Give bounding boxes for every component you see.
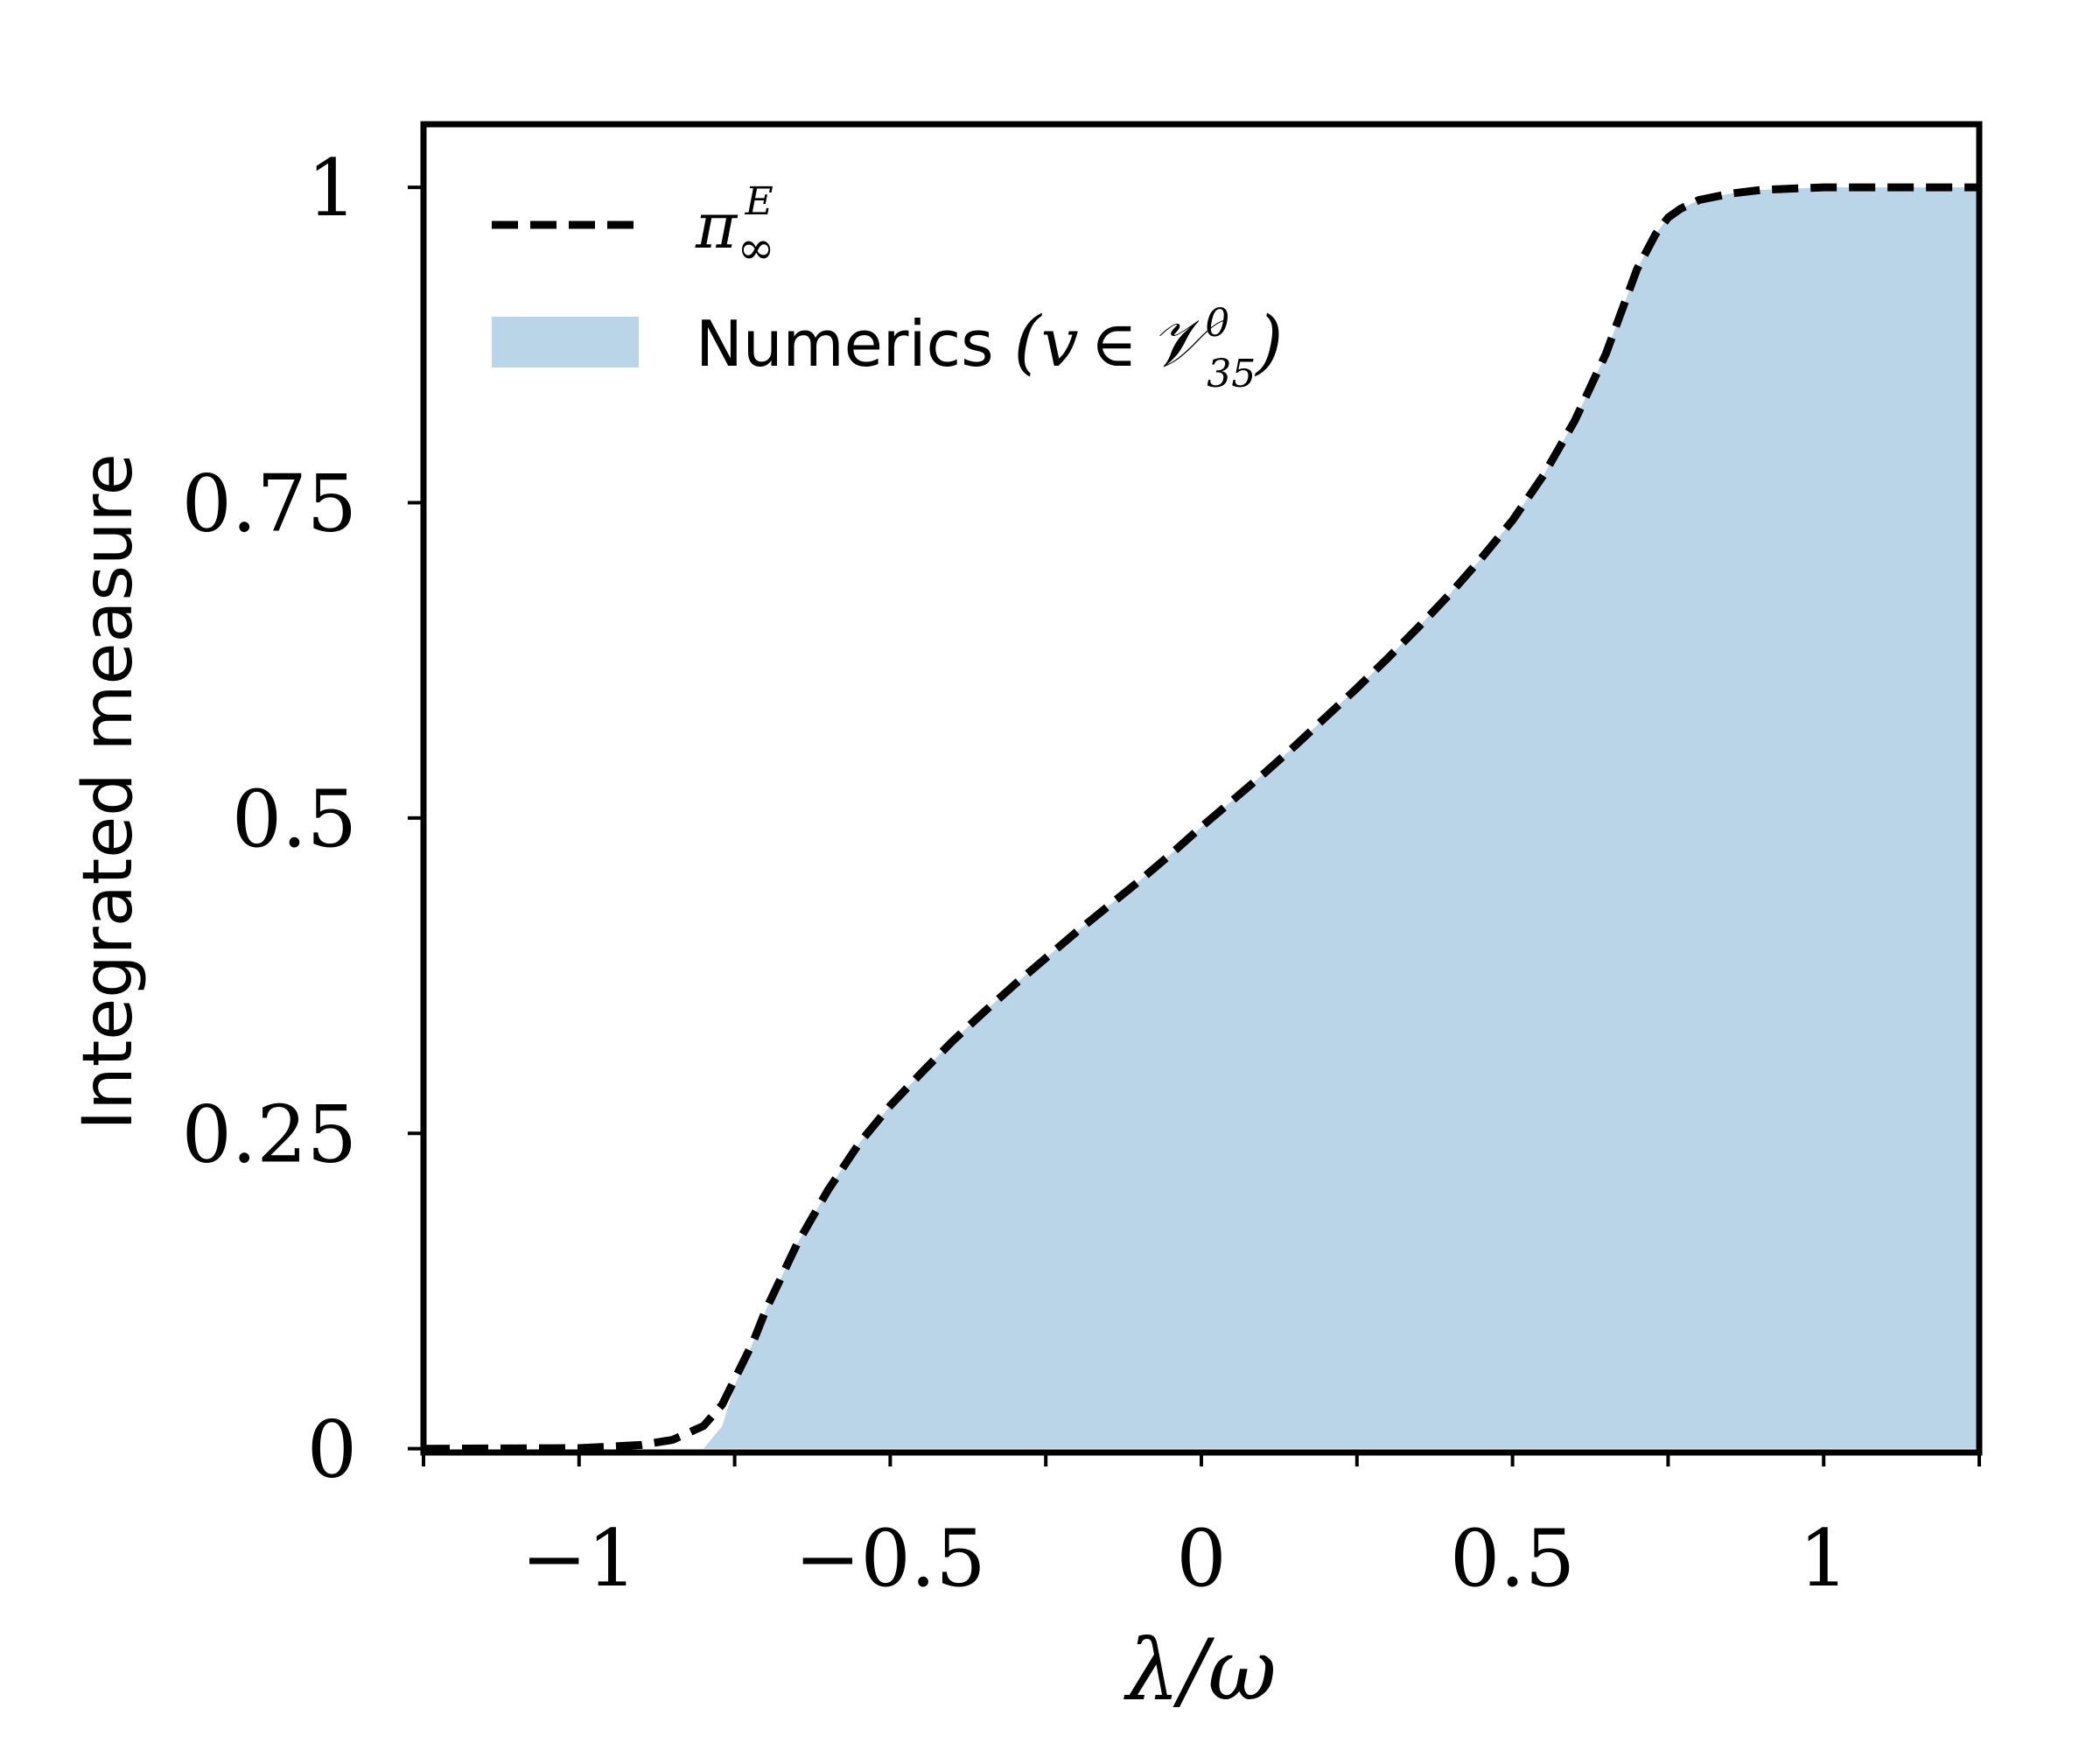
legend-label-pi: π∞E [695, 179, 775, 275]
y-tick-label: 1 [307, 143, 357, 234]
y-tick-label: 0.25 [182, 1088, 357, 1180]
legend-swatch-filled [492, 317, 639, 368]
y-tick-label: 0.5 [232, 774, 357, 865]
y-axis: 0 0.25 0.5 0.75 1 [182, 143, 424, 1496]
y-tick-label: 0.75 [182, 458, 357, 550]
x-tick-label: 1 [1799, 1513, 1849, 1605]
x-axis-title: λ/ω [1123, 1621, 1276, 1719]
x-axis: −1 −0.5 0 0.5 1 [422, 1452, 1981, 1605]
legend-label-numerics: Numerics (v ∈ 𝒱0 35) [696, 301, 1284, 396]
legend: π∞E Numerics (v ∈ 𝒱0 35) [492, 179, 1284, 396]
x-tick-label: 0.5 [1450, 1513, 1575, 1605]
x-tick-label: −0.5 [794, 1513, 986, 1605]
x-tick-label: −1 [521, 1513, 637, 1605]
y-tick-label: 0 [307, 1404, 357, 1496]
x-tick-label: 0 [1176, 1513, 1226, 1605]
y-axis-title: Integrated measure [69, 453, 148, 1130]
pi-dashed-line [423, 183, 1979, 1453]
plot-area [423, 183, 1979, 1453]
numerics-area [424, 187, 1979, 1449]
